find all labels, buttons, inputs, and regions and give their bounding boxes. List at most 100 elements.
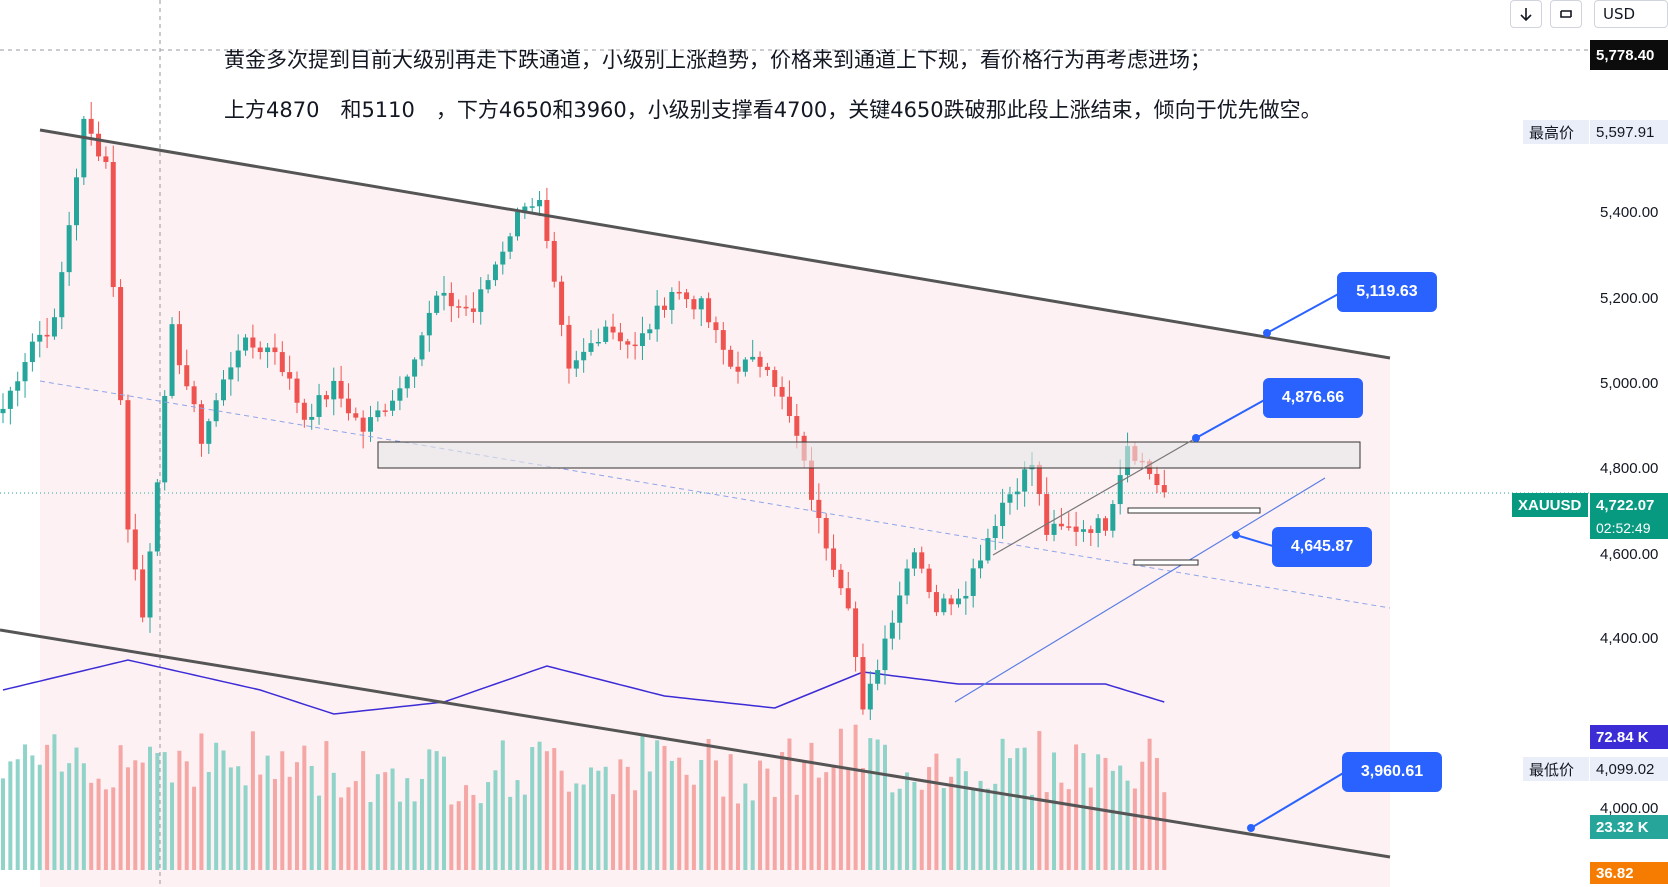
volume-bar — [625, 766, 630, 870]
candle-body — [272, 347, 278, 353]
candle-body — [235, 350, 241, 368]
volume-bar — [456, 801, 461, 870]
candle-body — [213, 400, 219, 422]
drawings[interactable] — [0, 128, 1391, 859]
volume-bar — [23, 744, 28, 870]
volume-bar — [677, 757, 682, 870]
candle-body — [603, 326, 609, 342]
candle-body — [154, 482, 160, 552]
candle-body — [794, 416, 800, 436]
volume-bar — [721, 796, 726, 870]
volume-bar — [831, 765, 836, 870]
candle-body — [375, 410, 381, 418]
candle-body — [559, 281, 565, 325]
volume-bar — [787, 738, 792, 870]
volume-bar — [633, 790, 638, 870]
candle-body — [522, 206, 528, 212]
currency-button[interactable]: USD — [1594, 0, 1668, 28]
candle-body — [0, 408, 6, 414]
volume-bar — [1132, 788, 1137, 870]
candle-body — [1014, 491, 1020, 495]
volume-bar — [1110, 770, 1115, 870]
current-price-tag: 4,722.07 — [1590, 493, 1668, 517]
candle-body — [434, 295, 440, 313]
candle-body — [515, 211, 520, 237]
volume-bar — [758, 760, 763, 870]
candle-body — [750, 356, 756, 360]
volume-bar — [1081, 753, 1086, 870]
candle-body — [772, 370, 778, 387]
callout-4645[interactable]: 4,645.87 — [1272, 527, 1372, 567]
volume-bar — [206, 771, 211, 870]
volume-bar — [199, 733, 204, 870]
volume-bar — [250, 731, 255, 870]
candle-body — [125, 400, 131, 530]
candle-body — [1103, 518, 1108, 531]
candlesticks — [0, 102, 1167, 720]
candle-body — [37, 334, 43, 342]
candle-body — [823, 518, 829, 549]
volume-bar — [706, 739, 711, 870]
candle-body — [448, 292, 454, 307]
volume-bar — [765, 768, 770, 870]
callout-anchor — [1263, 329, 1271, 337]
candle-body — [897, 595, 903, 623]
callout-5119[interactable]: 5,119.63 — [1337, 272, 1437, 312]
volume-bar — [493, 770, 498, 870]
volume-bar — [1022, 747, 1027, 870]
candle-body — [29, 341, 35, 363]
callout-connector — [1195, 397, 1269, 439]
volume-bar — [500, 740, 505, 870]
candle-body — [933, 592, 939, 613]
candle-body — [331, 380, 337, 400]
volume-bar — [236, 766, 241, 870]
candle-body — [96, 133, 102, 157]
volume-bar — [603, 766, 608, 870]
volume-bar — [103, 789, 108, 870]
volume-bar — [427, 749, 432, 870]
volume-bar — [464, 785, 469, 870]
volume-bar — [272, 779, 277, 870]
cycle-button[interactable] — [1550, 0, 1582, 28]
candle-body — [1036, 464, 1042, 495]
volume-bar — [302, 745, 307, 870]
candle-body — [309, 416, 315, 420]
candle-body — [978, 560, 984, 569]
volume-bar — [743, 783, 748, 870]
candle-body — [764, 366, 770, 371]
volume-bar — [309, 765, 314, 870]
candle-body — [691, 299, 697, 310]
volume-bar — [1007, 758, 1012, 870]
volume-bar — [508, 796, 513, 870]
candle-body — [845, 588, 851, 609]
candle-body — [492, 264, 498, 281]
candle-body — [948, 598, 954, 605]
volume-bar — [287, 776, 292, 870]
callout-4876[interactable]: 4,876.66 — [1263, 378, 1363, 418]
download-button[interactable] — [1510, 0, 1542, 28]
volume-bar — [405, 778, 410, 870]
volume-bar — [611, 794, 616, 870]
volume-bar — [442, 756, 446, 870]
volume-bar — [559, 770, 564, 870]
volume-bar — [750, 800, 755, 870]
candle-body — [904, 568, 910, 596]
volume-bar — [192, 786, 197, 870]
candle-body — [88, 118, 94, 134]
high-label: 最高价 — [1523, 120, 1589, 144]
candle-body — [639, 333, 645, 347]
candle-body — [1066, 526, 1072, 528]
volume-bar — [155, 752, 160, 870]
candle-body — [51, 317, 57, 337]
callout-3960[interactable]: 3,960.61 — [1342, 752, 1442, 792]
volume-bar — [589, 767, 593, 870]
candle-body — [1110, 504, 1116, 531]
volume-bar — [177, 750, 182, 870]
channel-background — [40, 130, 1390, 887]
volume-bar — [809, 742, 814, 870]
candle-body — [735, 366, 741, 372]
candle-body — [698, 298, 704, 310]
volume-bar — [331, 772, 336, 870]
volume-bar — [736, 803, 740, 870]
